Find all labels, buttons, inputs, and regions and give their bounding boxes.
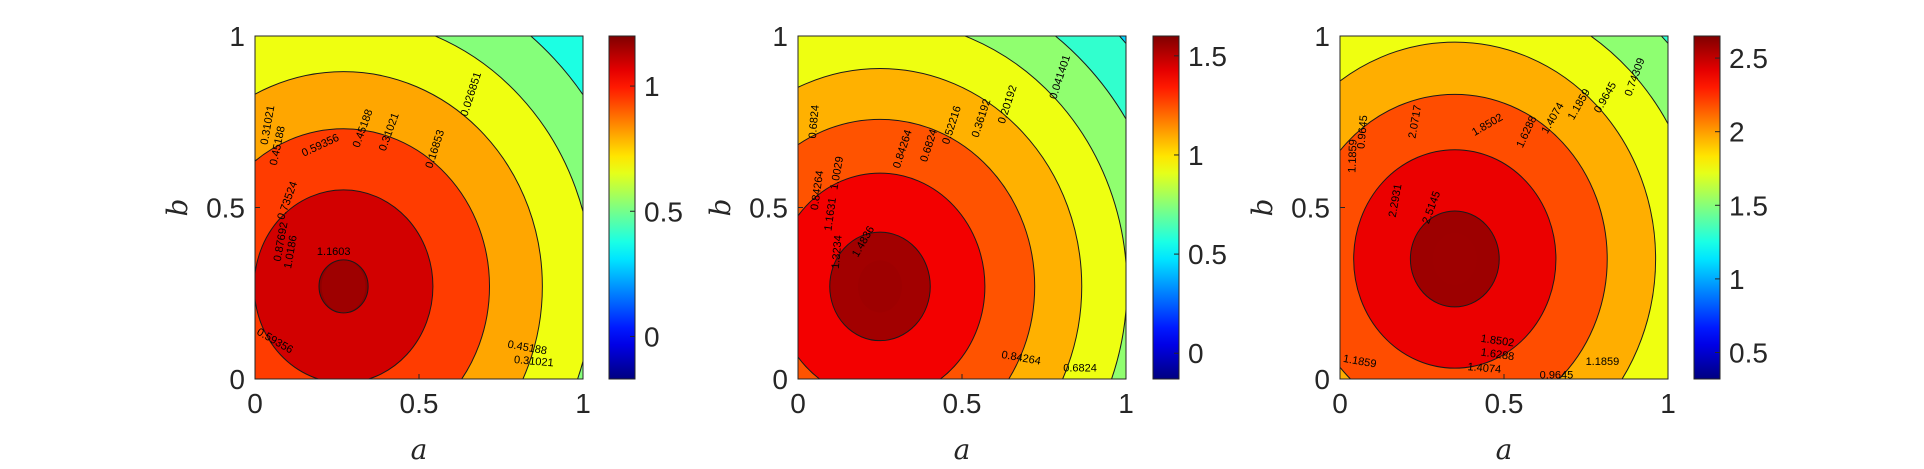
- x-axis: 0 0.5 1 a: [790, 374, 1134, 466]
- x-tick-label: 0.5: [1485, 388, 1524, 419]
- y-axis: 0 0.5 1 b: [161, 21, 260, 395]
- x-axis: 0 0.5 1 a: [1332, 374, 1676, 466]
- x-axis-label: a: [411, 433, 428, 466]
- contour-label: 1.8502: [1480, 333, 1515, 350]
- y-tick-label: 0: [229, 364, 245, 395]
- colorbar-gradient: [608, 35, 636, 380]
- heatmap-field: [1340, 36, 1668, 379]
- y-tick-label: 0.5: [1291, 193, 1330, 224]
- x-tick-label: 0.5: [943, 388, 982, 419]
- colorbar-tick-label: 0: [644, 321, 660, 352]
- y-axis-label: b: [1246, 199, 1279, 217]
- colorbar: 0 0.5 1 1.5: [1152, 35, 1227, 380]
- contour-label: 0.84264: [809, 170, 826, 211]
- x-tick-label: 1: [575, 388, 591, 419]
- y-tick-label: 0.5: [749, 193, 788, 224]
- peak-core: [858, 260, 902, 313]
- contour-label: 1.1859: [1346, 139, 1359, 173]
- contour-label: 0.6824: [1063, 363, 1097, 375]
- colorbar-tick-label: 0.5: [1729, 338, 1768, 369]
- x-axis: 0 0.5 1 a: [247, 374, 591, 466]
- colorbar-tick-label: 1.5: [1188, 41, 1227, 72]
- y-axis-label: b: [704, 199, 737, 217]
- x-axis-label: a: [1496, 433, 1513, 466]
- colorbar-tick-label: 1: [1188, 140, 1204, 171]
- contour-label: 1.6288: [1480, 347, 1515, 364]
- contour-label: 1.1603: [317, 246, 351, 258]
- colorbar-tick-label: 2: [1729, 117, 1745, 148]
- x-tick-label: 0.5: [400, 388, 439, 419]
- y-tick-label: 0: [772, 364, 788, 395]
- contour-label: 0.9645: [1355, 115, 1370, 150]
- contour-label: 0.9645: [1540, 369, 1574, 381]
- heatmap-field: [798, 36, 1126, 379]
- y-axis-label: b: [161, 199, 194, 217]
- x-tick-label: 0: [1332, 388, 1348, 419]
- x-tick-label: 1: [1660, 388, 1676, 419]
- y-tick-label: 0.5: [206, 193, 245, 224]
- contour-label: 1.1631: [822, 197, 839, 232]
- y-tick-label: 0: [1314, 364, 1330, 395]
- peak-core: [321, 260, 366, 313]
- contour-label: 1.1859: [1342, 353, 1377, 371]
- y-tick-label: 1: [1314, 21, 1330, 52]
- heatmap-field: [255, 36, 583, 379]
- panel-2: 0.0414010.201920.361920.522160.68240.842…: [704, 21, 1227, 466]
- y-tick-label: 1: [772, 21, 788, 52]
- peak-core: [1432, 232, 1477, 285]
- contour-label: 2.0717: [1407, 104, 1425, 139]
- colorbar-gradient: [1152, 35, 1180, 380]
- colorbar: 00.51: [608, 35, 683, 380]
- y-axis: 0 0.5 1 b: [704, 21, 803, 395]
- contour-label: 1.0029: [828, 156, 846, 191]
- colorbar-tick-label: 1: [1729, 264, 1745, 295]
- colorbar-tick-label: 0.5: [644, 196, 683, 227]
- x-axis-label: a: [954, 433, 971, 466]
- x-tick-label: 0: [247, 388, 263, 419]
- colorbar-tick-label: 2.5: [1729, 43, 1768, 74]
- contour-label: 2.2931: [1387, 183, 1405, 218]
- y-tick-label: 1: [229, 21, 245, 52]
- colorbar-gradient: [1693, 35, 1721, 380]
- panel-1: 0.0268510.168530.310210.451880.310210.45…: [161, 21, 683, 466]
- contour-label: 0.6824: [807, 104, 822, 139]
- colorbar-tick-label: 0: [1188, 338, 1204, 369]
- contour-label: 1.0186: [282, 234, 300, 269]
- y-axis: 0 0.5 1 b: [1246, 21, 1345, 395]
- contour-label: 1.4074: [1467, 361, 1502, 376]
- colorbar-tick-label: 1: [644, 71, 660, 102]
- colorbar-tick-label: 1.5: [1729, 190, 1768, 221]
- x-tick-label: 1: [1118, 388, 1134, 419]
- colorbar-tick-label: 0.5: [1188, 239, 1227, 270]
- colorbar: 0.5 1 1.5 2 2.5: [1693, 35, 1768, 380]
- contour-label: 0.31021: [513, 354, 554, 369]
- panel-3: 0.743090.96451.18591.40741.62881.85022.0…: [1246, 21, 1768, 466]
- contour-label: 1.3234: [830, 235, 845, 270]
- x-tick-label: 0: [790, 388, 806, 419]
- contour-label: 1.1859: [1586, 356, 1620, 368]
